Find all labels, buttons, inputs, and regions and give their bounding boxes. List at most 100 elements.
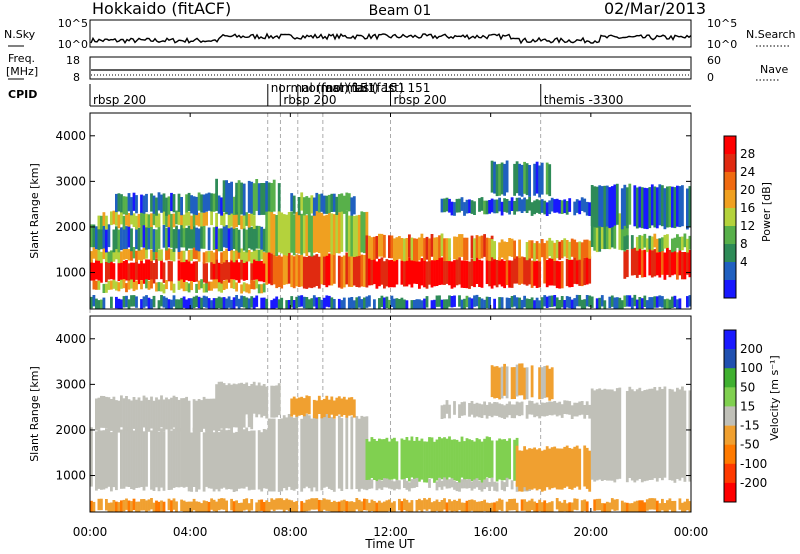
heatmap-cell (443, 405, 446, 419)
heatmap-cell (350, 297, 353, 308)
y-tick-label: 2000 (55, 220, 86, 234)
heatmap-cell (215, 298, 218, 309)
heatmap-cell (679, 389, 682, 480)
heatmap-cell (165, 398, 168, 430)
heatmap-cell (648, 297, 651, 308)
heatmap-cell (135, 259, 138, 280)
heatmap-cell (648, 498, 651, 509)
heatmap-cell (636, 251, 639, 278)
heatmap-cell (466, 261, 469, 288)
heatmap-cell (378, 259, 381, 286)
heatmap-cell (493, 502, 496, 512)
heatmap-cell (458, 295, 461, 306)
heatmap-cell (431, 260, 434, 287)
heatmap-cell (526, 242, 529, 260)
heatmap-cell (333, 194, 336, 212)
heatmap-cell (431, 437, 434, 478)
heatmap-cell (108, 252, 111, 263)
heatmap-cell (103, 396, 106, 428)
heatmap-cell (671, 239, 674, 253)
heatmap-cell (538, 166, 541, 198)
colorbar-swatch (724, 387, 736, 406)
heatmap-cell (290, 193, 293, 211)
heatmap-cell (546, 503, 549, 512)
heatmap-cell (503, 242, 506, 260)
heatmap-cell (263, 502, 266, 512)
heatmap-cell (220, 297, 223, 308)
heatmap-cell (135, 251, 138, 262)
heatmap-cell (391, 236, 394, 259)
noise-panel: N.Sky 10^5 10^0 10^5 10^0 N.Search (4, 17, 796, 51)
heatmap-cell (686, 189, 689, 230)
heatmap-cell (443, 437, 446, 478)
heatmap-cell (138, 502, 141, 512)
heatmap-cell (188, 250, 191, 261)
heatmap-cell (215, 179, 218, 211)
heatmap-cell (238, 262, 241, 283)
heatmap-cell (383, 261, 386, 288)
heatmap-cell (511, 480, 514, 489)
heatmap-cell (581, 401, 584, 415)
heatmap-cell (268, 252, 271, 284)
heatmap-cell (218, 196, 221, 214)
heatmap-cell (598, 388, 601, 479)
heatmap-cell (513, 440, 516, 481)
heatmap-cell (163, 284, 166, 293)
heatmap-cell (448, 199, 451, 213)
heatmap-cell (513, 405, 516, 419)
heatmap-cell (643, 250, 646, 277)
heatmap-cell (566, 259, 569, 286)
heatmap-cell (568, 297, 571, 308)
heatmap-cell (115, 212, 118, 226)
heatmap-cell (431, 300, 434, 309)
power-panel: 1000200030004000 Slant Range [km] 282420… (28, 113, 773, 309)
freq-tick-top-right: 60 (707, 54, 721, 67)
heatmap-cell (506, 298, 509, 309)
heatmap-cell (198, 281, 201, 290)
heatmap-cell (556, 498, 559, 509)
heatmap-cell (551, 402, 554, 416)
beam-title: Beam 01 (369, 3, 432, 19)
heatmap-cell (593, 390, 596, 481)
heatmap-cell (596, 499, 599, 510)
heatmap-cell (198, 250, 201, 261)
noise-tick-bottom-right: 10^0 (707, 38, 737, 51)
heatmap-cell (553, 295, 556, 306)
heatmap-cell (133, 295, 136, 306)
heatmap-cell (140, 224, 143, 247)
heatmap-cell (546, 260, 549, 287)
heatmap-cell (243, 282, 246, 291)
heatmap-cell (561, 200, 564, 214)
heatmap-cell (310, 298, 313, 309)
heatmap-cell (626, 250, 629, 277)
heatmap-cell (148, 227, 151, 250)
heatmap-cell (669, 389, 672, 480)
heatmap-cell (338, 212, 341, 253)
heatmap-cell (428, 238, 431, 261)
heatmap-cell (290, 212, 293, 253)
heatmap-cell (438, 502, 441, 512)
heatmap-cell (466, 501, 469, 512)
heatmap-cell (235, 260, 238, 281)
heatmap-cell (145, 398, 148, 430)
heatmap-cell (468, 403, 471, 417)
heatmap-cell (684, 234, 687, 248)
heatmap-cell (120, 211, 123, 225)
heatmap-cell (391, 480, 394, 489)
heatmap-cell (453, 439, 456, 480)
heatmap-cell (478, 198, 481, 212)
heatmap-cell (463, 402, 466, 416)
heatmap-cell (511, 367, 514, 399)
heatmap-cell (461, 402, 464, 416)
heatmap-cell (93, 502, 96, 512)
heatmap-cell (443, 498, 446, 509)
heatmap-cell (568, 448, 571, 489)
heatmap-cell (250, 499, 253, 510)
heatmap-cell (483, 439, 486, 480)
heatmap-cell (120, 430, 123, 489)
heatmap-cell (270, 183, 273, 215)
heatmap-cell (551, 296, 554, 307)
heatmap-cell (563, 300, 566, 309)
heatmap-cell (118, 252, 121, 263)
heatmap-cell (556, 240, 559, 258)
